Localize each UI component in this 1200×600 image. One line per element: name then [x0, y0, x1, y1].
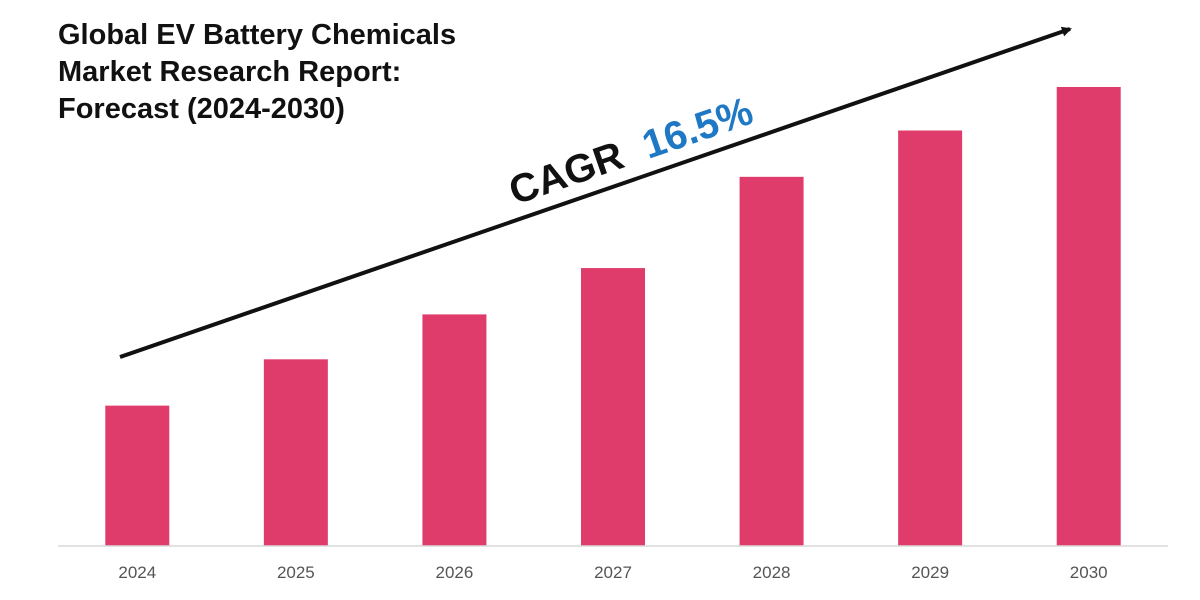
bar-2028	[739, 176, 804, 546]
x-tick-label-2030: 2030	[1070, 563, 1108, 582]
bar-2027	[581, 268, 645, 546]
x-tick-label-2027: 2027	[594, 563, 632, 582]
chart-title: Global EV Battery Chemicals Market Resea…	[58, 17, 578, 128]
bars-group	[105, 87, 1121, 546]
title-line-1: Global EV Battery Chemicals	[58, 19, 457, 51]
x-tick-label-2025: 2025	[277, 563, 315, 582]
trend-arrow	[119, 26, 1072, 359]
x-tick-labels: 2024 2025 2026 2027 2028 2029 2030	[118, 563, 1107, 582]
bar-2025	[263, 359, 328, 546]
x-tick-label-2029: 2029	[911, 563, 949, 582]
title-line-2: Market Research Report:	[58, 56, 402, 88]
x-tick-label-2028: 2028	[753, 563, 791, 582]
bar-2030	[1056, 87, 1121, 546]
bar-2026	[422, 314, 487, 546]
x-tick-label-2026: 2026	[436, 563, 474, 582]
x-tick-label-2024: 2024	[118, 563, 156, 582]
title-line-3: Forecast (2024-2030)	[58, 93, 345, 125]
bar-2029	[898, 130, 963, 546]
bar-2024	[105, 405, 170, 546]
